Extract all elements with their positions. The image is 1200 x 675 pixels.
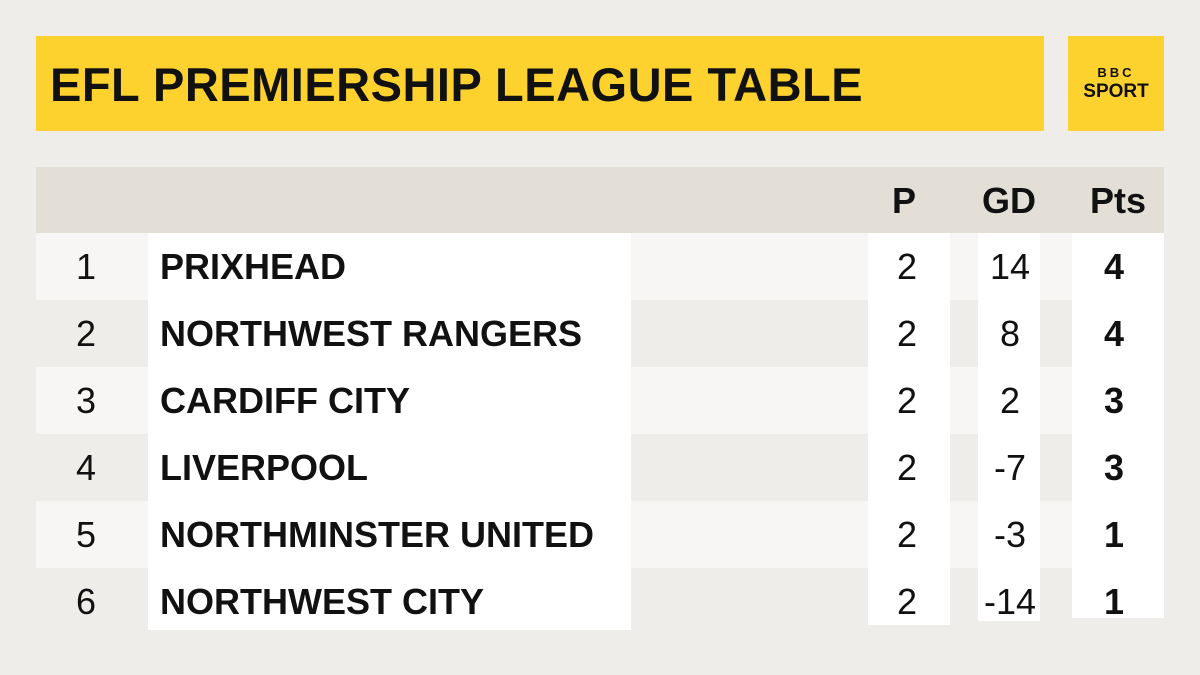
team-name: PRIXHEAD [160, 246, 347, 287]
points: 1 [1103, 514, 1125, 555]
points: 3 [1103, 380, 1125, 421]
points: 4 [1103, 246, 1125, 287]
played: 2 [896, 380, 918, 421]
played: 2 [896, 581, 918, 622]
title: EFL PREMIERSHIP LEAGUE TABLE [50, 58, 864, 111]
position: 5 [75, 514, 97, 555]
column-block [148, 233, 631, 630]
points: 3 [1103, 447, 1125, 488]
logo: BBC SPORT [1068, 36, 1164, 131]
position: 6 [75, 581, 97, 622]
position: 1 [75, 246, 97, 287]
goal-difference: -14 [983, 581, 1037, 622]
team-name: NORTHMINSTER UNITED [160, 514, 594, 555]
goal-difference: 8 [999, 313, 1021, 354]
goal-difference: -7 [993, 447, 1026, 488]
points: 1 [1103, 581, 1125, 622]
team-name: CARDIFF CITY [160, 380, 410, 421]
team-name: NORTHWEST RANGERS [160, 313, 582, 354]
column-block [868, 233, 950, 625]
team-name: NORTHWEST CITY [160, 581, 484, 622]
goal-difference: 14 [989, 246, 1031, 287]
played: 2 [896, 447, 918, 488]
logo-sport: SPORT [1083, 81, 1149, 102]
team-name: LIVERPOOL [160, 447, 369, 488]
column-header: GD [982, 180, 1036, 221]
title-bar [36, 36, 1044, 131]
column-block [978, 233, 1040, 621]
position: 4 [75, 447, 97, 488]
points: 4 [1103, 313, 1125, 354]
column-header: Pts [1089, 180, 1147, 221]
played: 2 [896, 313, 918, 354]
goal-difference: -3 [993, 514, 1026, 555]
table-header [36, 167, 1164, 233]
column-header: P [891, 180, 916, 221]
column-block [1072, 233, 1164, 618]
played: 2 [896, 246, 918, 287]
position: 3 [75, 380, 97, 421]
goal-difference: 2 [999, 380, 1021, 421]
logo-bbc: BBC [1097, 65, 1135, 80]
position: 2 [75, 313, 97, 354]
played: 2 [896, 514, 918, 555]
